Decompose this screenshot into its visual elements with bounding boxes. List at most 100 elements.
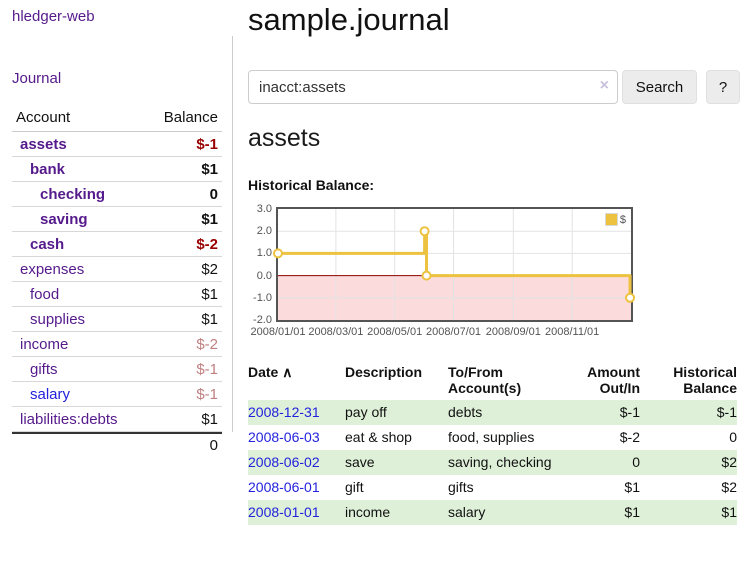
sidebar-account-link[interactable]: bank	[30, 160, 66, 178]
sidebar-account-link[interactable]: cash	[30, 235, 65, 253]
data-point-marker	[273, 248, 283, 259]
account-row: expenses $2	[12, 257, 222, 282]
sort-ascending-icon: ∧	[282, 364, 293, 380]
sidebar-account-link[interactable]: gifts	[30, 360, 58, 378]
account-balance: $-2	[196, 235, 218, 253]
clear-search-icon[interactable]: ×	[599, 77, 609, 94]
account-total-row: 0	[12, 432, 222, 457]
running-balance: $1	[721, 504, 737, 520]
transaction-accounts: salary	[448, 504, 486, 520]
transaction-date-link[interactable]: 2008-06-03	[248, 429, 320, 445]
search-input[interactable]	[248, 70, 618, 104]
transaction-date-link[interactable]: 2008-12-31	[248, 404, 320, 420]
transaction-accounts: gifts	[448, 479, 474, 495]
sidebar-account-link[interactable]: assets	[20, 135, 67, 153]
account-row: checking 0	[12, 182, 222, 207]
transaction-date-link[interactable]: 2008-06-01	[248, 479, 320, 495]
legend-label: $	[619, 213, 626, 226]
data-point-marker	[421, 270, 432, 281]
running-balance: 0	[729, 429, 737, 445]
help-button[interactable]: ?	[706, 70, 740, 104]
y-axis-label: -2.0	[253, 314, 272, 326]
description-column-header: Description	[345, 364, 423, 380]
transaction-date-link[interactable]: 2008-01-01	[248, 504, 320, 520]
account-balance: $1	[201, 310, 218, 328]
y-axis-label: 2.0	[256, 225, 272, 238]
balance-chart-svg	[273, 209, 636, 320]
total-balance-value: 0	[209, 437, 218, 454]
transaction-description: income	[345, 504, 391, 520]
account-balance: $2	[201, 260, 218, 278]
transaction-amount: $1	[624, 479, 640, 495]
transaction-date-link[interactable]: 2008-06-02	[248, 454, 320, 470]
x-axis-label: 2008/07/01	[426, 326, 482, 338]
sidebar-account-link[interactable]: checking	[40, 185, 106, 203]
x-axis-label: 2008/05/01	[367, 326, 423, 338]
account-row: assets $-1	[12, 132, 222, 157]
account-table-body: assets $-1 bank $1 checking 0 saving $1 cash $-2 e…	[12, 132, 222, 432]
search-box: ×	[248, 70, 618, 104]
register-table: Date ∧ Description To/From Account(s) Am…	[248, 362, 737, 525]
transaction-description: save	[345, 454, 375, 470]
transaction-amount: $1	[624, 504, 640, 520]
legend-swatch-icon	[604, 213, 618, 226]
register-table-header-row: Date ∧ Description To/From Account(s) Am…	[248, 362, 737, 400]
transaction-accounts: food, supplies	[448, 429, 535, 445]
y-axis-label: -1.0	[253, 291, 272, 304]
accounts-column-header: To/From Account(s)	[448, 364, 522, 396]
transaction-amount: $-1	[619, 404, 640, 420]
table-row: 2008-06-03 eat & shop food, supplies $-2 0	[248, 425, 737, 450]
date-column-header[interactable]: Date ∧	[248, 362, 345, 400]
x-axis-label: 2008/03/01	[308, 326, 364, 338]
chart-plot-area: $	[273, 207, 636, 322]
sidebar-account-link[interactable]: food	[30, 285, 60, 303]
y-axis-label: 3.0	[256, 203, 272, 215]
running-balance: $-1	[716, 404, 737, 420]
transaction-accounts: debts	[448, 404, 483, 420]
account-balance: $-2	[196, 335, 218, 353]
data-point-marker	[419, 226, 430, 237]
account-balance: $1	[201, 210, 218, 228]
sidebar-account-link[interactable]: expenses	[20, 260, 85, 278]
account-balance: $1	[201, 410, 218, 428]
table-row: 2008-06-01 gift gifts $1 $2	[248, 475, 737, 500]
account-row: income $-2	[12, 332, 222, 357]
search-button[interactable]: Search	[622, 70, 697, 104]
account-balance: 0	[209, 185, 218, 203]
sidebar-account-link[interactable]: liabilities:debts	[20, 410, 118, 428]
sidebar-account-link[interactable]: income	[20, 335, 69, 353]
account-balance: $1	[201, 285, 218, 303]
transaction-amount: $-2	[619, 429, 640, 445]
x-axis-label: 2008/11/01	[545, 326, 600, 338]
account-column-header: Account	[16, 109, 71, 126]
transaction-accounts: saving, checking	[448, 454, 552, 470]
account-balance: $-1	[196, 360, 218, 378]
chart-legend: $	[604, 213, 626, 226]
x-axis-label: 2008/09/01	[485, 326, 541, 338]
table-row: 2008-06-02 save saving, checking 0 $2	[248, 450, 737, 475]
chart-title: Historical Balance:	[248, 177, 375, 193]
account-row: saving $1	[12, 207, 222, 232]
balance-column-header: Balance	[163, 109, 218, 126]
y-axis-label: 1.0	[256, 247, 272, 260]
account-row: cash $-2	[12, 232, 222, 257]
account-balance: $1	[201, 160, 218, 178]
sidebar-account-link[interactable]: saving	[40, 210, 88, 228]
account-balance-table: Account Balance assets $-1 bank $1 checking 0…	[12, 106, 222, 457]
transaction-description: gift	[345, 479, 364, 495]
account-row: supplies $1	[12, 307, 222, 332]
transaction-amount: 0	[632, 454, 640, 470]
sidebar-divider	[232, 36, 233, 432]
running-balance: $2	[721, 454, 737, 470]
sidebar-account-link[interactable]: supplies	[30, 310, 86, 328]
app-title-link[interactable]: hledger-web	[12, 8, 95, 25]
account-balance: $-1	[196, 135, 218, 153]
date-header-label: Date	[248, 364, 279, 380]
transaction-description: pay off	[345, 404, 387, 420]
account-row: gifts $-1	[12, 357, 222, 382]
transaction-description: eat & shop	[345, 429, 412, 445]
sidebar-account-link[interactable]: salary	[30, 385, 71, 403]
journal-nav-link[interactable]: Journal	[12, 70, 62, 87]
table-row: 2008-01-01 income salary $1 $1	[248, 500, 737, 525]
